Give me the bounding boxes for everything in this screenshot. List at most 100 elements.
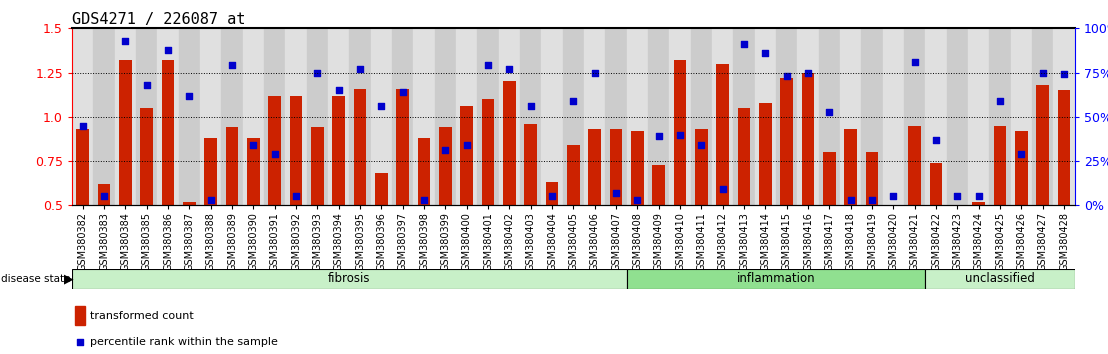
Bar	[98, 184, 111, 205]
Point	[1013, 151, 1030, 157]
Bar	[204, 138, 217, 205]
Bar	[72, 269, 627, 289]
Bar	[648, 28, 669, 205]
Bar	[311, 127, 324, 205]
Bar	[909, 126, 921, 205]
Point	[970, 194, 987, 199]
Bar	[627, 269, 925, 289]
Bar	[674, 60, 687, 205]
Text: percentile rank within the sample: percentile rank within the sample	[90, 337, 278, 347]
Point	[778, 73, 796, 79]
Bar	[397, 88, 409, 205]
Point	[1034, 70, 1051, 75]
Point	[181, 93, 198, 98]
Bar	[888, 205, 900, 266]
Bar	[776, 28, 798, 205]
Point	[736, 41, 753, 47]
Bar	[439, 127, 452, 205]
Point	[543, 194, 561, 199]
Bar	[946, 28, 968, 205]
Point	[906, 59, 924, 65]
Point	[416, 197, 433, 203]
Bar	[503, 81, 516, 205]
Bar	[482, 99, 494, 205]
Bar	[925, 28, 946, 205]
Bar	[136, 28, 157, 205]
Point	[223, 63, 240, 68]
Bar	[162, 60, 174, 205]
Bar	[567, 145, 579, 205]
Point	[202, 197, 219, 203]
Point	[437, 148, 454, 153]
Bar	[925, 269, 1075, 289]
Bar	[823, 152, 835, 205]
Bar	[183, 202, 196, 205]
Point	[74, 123, 92, 129]
Bar	[353, 88, 367, 205]
Point	[137, 82, 155, 88]
Bar	[286, 28, 307, 205]
Bar	[712, 28, 733, 205]
Bar	[264, 28, 286, 205]
Bar	[332, 96, 345, 205]
Point	[863, 197, 881, 203]
Text: unclassified: unclassified	[965, 272, 1035, 285]
Bar	[669, 28, 690, 205]
Bar	[819, 28, 840, 205]
Bar	[434, 28, 456, 205]
Point	[287, 194, 305, 199]
Bar	[76, 129, 89, 205]
Bar	[717, 64, 729, 205]
Bar	[115, 28, 136, 205]
Point	[927, 137, 945, 143]
Bar	[690, 28, 712, 205]
Bar	[371, 28, 392, 205]
Bar	[456, 28, 478, 205]
Bar	[413, 28, 434, 205]
Bar	[1054, 28, 1075, 205]
Text: transformed count: transformed count	[90, 311, 194, 321]
Point	[714, 187, 731, 192]
Bar	[605, 28, 627, 205]
Text: ▶: ▶	[64, 272, 74, 285]
Bar	[74, 306, 84, 325]
Point	[799, 70, 817, 75]
Bar	[865, 152, 879, 205]
Point	[842, 197, 860, 203]
Bar	[349, 28, 371, 205]
Bar	[201, 28, 222, 205]
Point	[650, 133, 668, 139]
Point	[95, 194, 113, 199]
Bar	[542, 28, 563, 205]
Point	[245, 142, 263, 148]
Bar	[499, 28, 520, 205]
Bar	[268, 96, 281, 205]
Bar	[759, 103, 772, 205]
Point	[501, 66, 519, 72]
Bar	[695, 129, 708, 205]
Bar	[994, 126, 1006, 205]
Point	[586, 70, 604, 75]
Bar	[755, 28, 776, 205]
Bar	[289, 96, 302, 205]
Bar	[520, 28, 542, 205]
Point	[351, 66, 369, 72]
Bar	[973, 202, 985, 205]
Point	[116, 38, 134, 44]
Point	[393, 89, 411, 95]
Text: GDS4271 / 226087_at: GDS4271 / 226087_at	[72, 12, 245, 28]
Bar	[1010, 28, 1032, 205]
Bar	[733, 28, 755, 205]
Bar	[226, 127, 238, 205]
Bar	[243, 28, 264, 205]
Bar	[798, 28, 819, 205]
Point	[884, 194, 902, 199]
Bar	[968, 28, 989, 205]
Point	[330, 87, 348, 93]
Text: inflammation: inflammation	[737, 272, 815, 285]
Point	[160, 47, 177, 52]
Bar	[844, 129, 858, 205]
Point	[308, 70, 326, 75]
Bar	[588, 129, 602, 205]
Bar	[545, 182, 558, 205]
